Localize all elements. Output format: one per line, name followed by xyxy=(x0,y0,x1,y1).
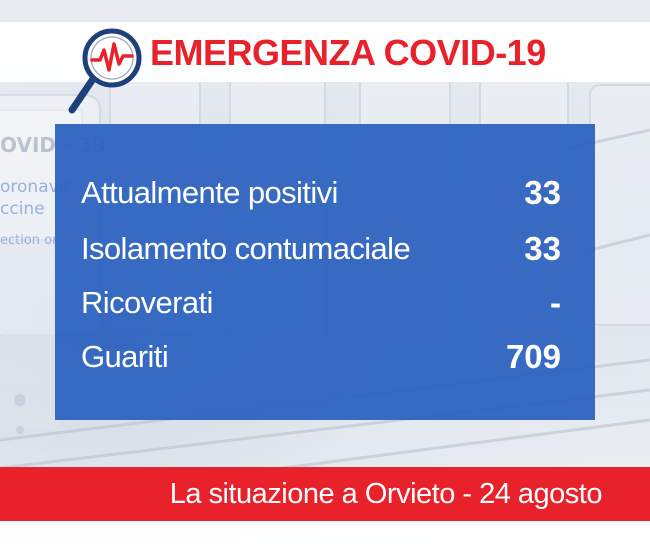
stats-panel: Attualmente positivi 33 Isolamento contu… xyxy=(55,124,595,420)
stat-label: Ricoverati xyxy=(81,285,213,320)
bottom-strip xyxy=(0,521,650,544)
stat-value: 709 xyxy=(505,338,561,375)
stat-value: 33 xyxy=(524,174,561,211)
stat-label: Guariti xyxy=(81,339,169,374)
stat-row-isolamento: Isolamento contumaciale 33 xyxy=(81,225,561,273)
svg-text:oronavir: oronavir xyxy=(0,177,70,197)
footer-caption: La situazione a Orvieto - 24 agosto xyxy=(169,477,603,510)
magnifier-heartbeat-icon xyxy=(68,28,142,114)
stat-value: - xyxy=(550,284,561,321)
footer-bar: La situazione a Orvieto - 24 agosto xyxy=(0,467,650,521)
stat-label: Isolamento contumaciale xyxy=(81,231,411,266)
stat-value: 33 xyxy=(524,230,561,267)
stat-row-positivi: Attualmente positivi 33 xyxy=(81,169,561,217)
stat-row-ricoverati: Ricoverati - xyxy=(81,279,561,327)
svg-text:ection or: ection or xyxy=(0,233,58,248)
stat-row-guariti: Guariti 709 xyxy=(81,333,561,381)
svg-text:ccine: ccine xyxy=(0,199,45,219)
page-title: EMERGENZA COVID-19 xyxy=(150,32,546,73)
stat-label: Attualmente positivi xyxy=(81,175,338,210)
